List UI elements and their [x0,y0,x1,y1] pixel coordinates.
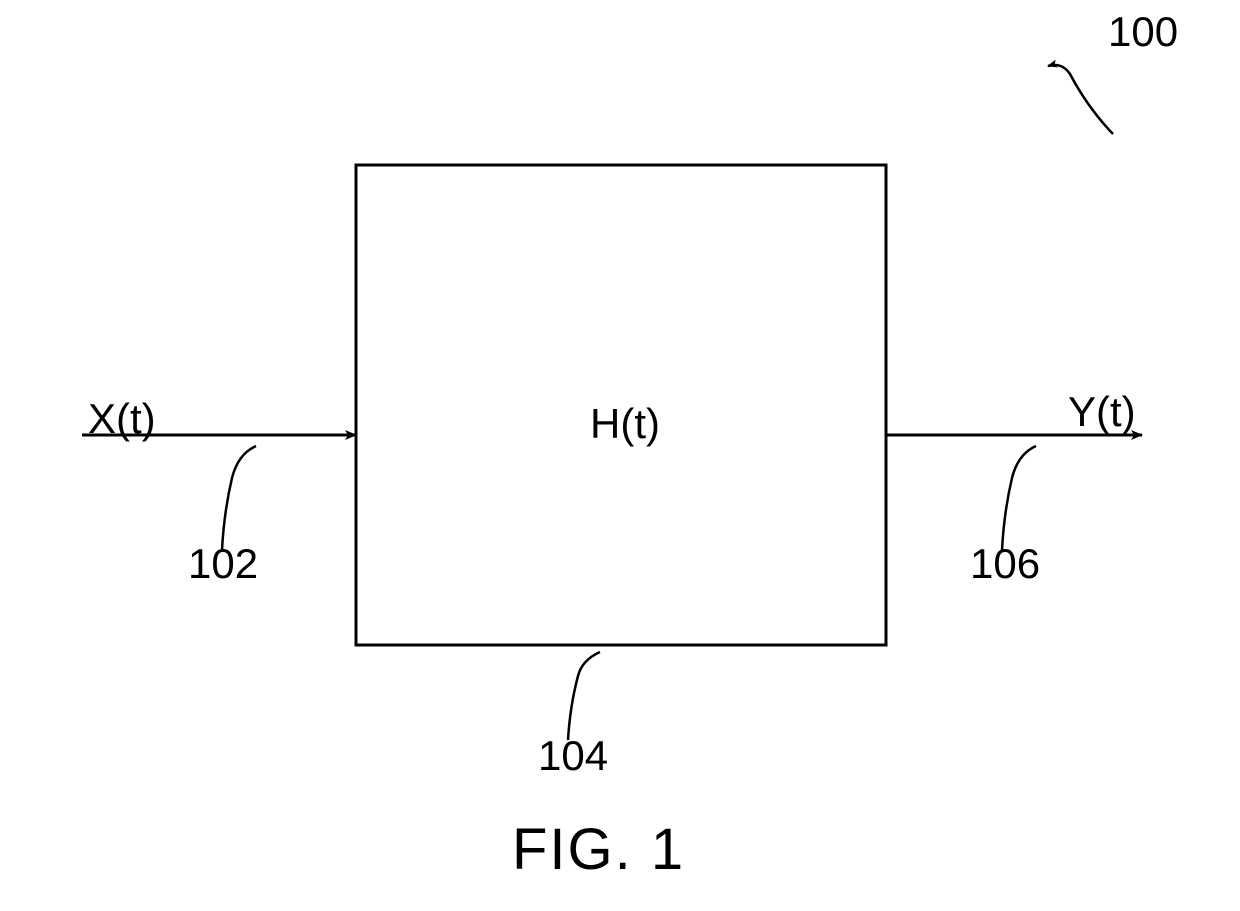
output-symbol: Y(t) [1068,388,1136,436]
leader-106 [1002,446,1036,550]
leader-100 [1048,65,1113,134]
ref-block: 104 [538,732,608,780]
ref-output: 106 [970,540,1040,588]
ref-system: 100 [1108,8,1178,56]
leader-102 [222,446,256,550]
figure-caption: FIG. 1 [512,816,685,883]
diagram-canvas [0,0,1240,911]
block-symbol: H(t) [590,400,660,448]
ref-input: 102 [188,540,258,588]
input-symbol: X(t) [88,395,156,443]
leader-104 [568,652,600,740]
